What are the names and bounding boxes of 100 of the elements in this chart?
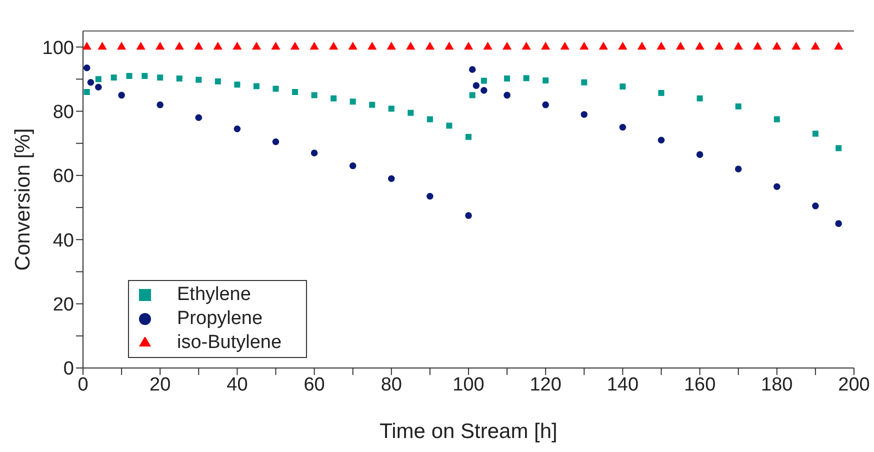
x-tick-label: 200 [838,374,870,396]
point [329,42,338,50]
point [272,86,279,92]
point [290,42,300,50]
point [465,212,472,219]
point [234,82,240,88]
x-tick-label: 0 [78,374,88,396]
point [620,84,626,90]
point [695,42,704,50]
point [522,42,531,50]
point [95,76,102,82]
point [348,42,358,50]
point [311,92,318,98]
point [214,78,221,84]
point [83,42,92,50]
point [118,92,125,99]
point [369,102,376,108]
point [504,76,510,82]
point [174,42,184,50]
point [483,42,492,50]
point [523,75,530,82]
point [658,90,664,96]
point [812,130,818,137]
point [836,145,842,152]
point [310,150,318,156]
point [194,42,204,50]
y-tick-label: 100 [42,38,74,59]
point [350,98,356,105]
point [446,122,452,129]
point [110,74,117,81]
point [232,42,242,50]
point [598,42,608,50]
point [542,101,549,108]
point [330,95,337,102]
point [136,42,146,50]
x-tick-label: 80 [380,374,402,396]
point [426,192,434,200]
point [252,42,262,50]
point [142,72,148,79]
point [406,42,416,50]
point [714,42,724,50]
point [560,42,570,50]
point [157,74,164,81]
point [195,114,202,122]
point [753,42,762,50]
point [84,88,90,95]
y-axis-title: Conversion [%] [11,128,34,271]
point [618,42,628,50]
x-tick-label: 160 [684,374,716,396]
point [480,78,487,84]
x-tick-label: 100 [452,374,484,396]
point [810,42,820,50]
legend-label: Propylene [177,308,263,329]
point [83,64,90,72]
point [480,87,488,94]
point [95,84,102,91]
point [468,66,476,73]
point [541,42,550,50]
point [272,138,280,146]
x-tick-label: 60 [304,374,325,396]
point [542,77,549,84]
point [87,78,94,86]
point [696,95,703,102]
point [772,42,782,50]
legend-label: iso-Butylene [177,332,282,353]
point [502,42,512,50]
point [656,42,666,50]
point [213,42,222,50]
point [368,42,377,50]
point [734,42,743,50]
point [310,42,319,50]
point [812,202,819,210]
point [637,42,647,50]
x-tick-label: 140 [606,374,639,396]
x-tick-label: 20 [150,374,171,396]
point [580,111,588,118]
point [234,126,241,132]
point [98,42,107,50]
point [444,42,454,50]
point [619,124,626,131]
y-tick-label: 0 [63,358,74,380]
point [834,42,844,50]
point [696,151,704,158]
y-tick-label: 20 [52,294,74,316]
point [292,88,298,95]
point [388,175,395,182]
point [580,42,589,50]
point [253,83,260,90]
point [271,42,280,50]
point [386,42,396,50]
point [774,183,780,190]
y-tick-label: 80 [52,102,74,123]
point [504,92,510,99]
point [388,106,394,112]
point [658,136,665,144]
y-tick-label: 60 [52,166,74,188]
point [349,162,356,170]
point [176,76,182,82]
legend-label: Ethylene [177,284,251,305]
x-tick-label: 120 [530,374,562,396]
